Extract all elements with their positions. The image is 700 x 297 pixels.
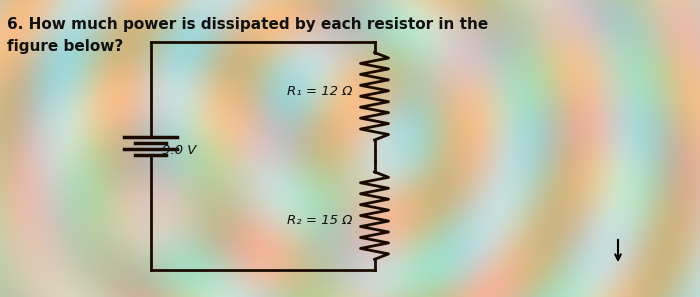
Text: R₂ = 15 Ω: R₂ = 15 Ω bbox=[287, 214, 352, 227]
Text: R₁ = 12 Ω: R₁ = 12 Ω bbox=[287, 85, 352, 98]
Text: 9.0 V: 9.0 V bbox=[162, 144, 197, 157]
Text: 6. How much power is dissipated by each resistor in the: 6. How much power is dissipated by each … bbox=[7, 17, 489, 32]
Text: figure below?: figure below? bbox=[7, 39, 123, 54]
